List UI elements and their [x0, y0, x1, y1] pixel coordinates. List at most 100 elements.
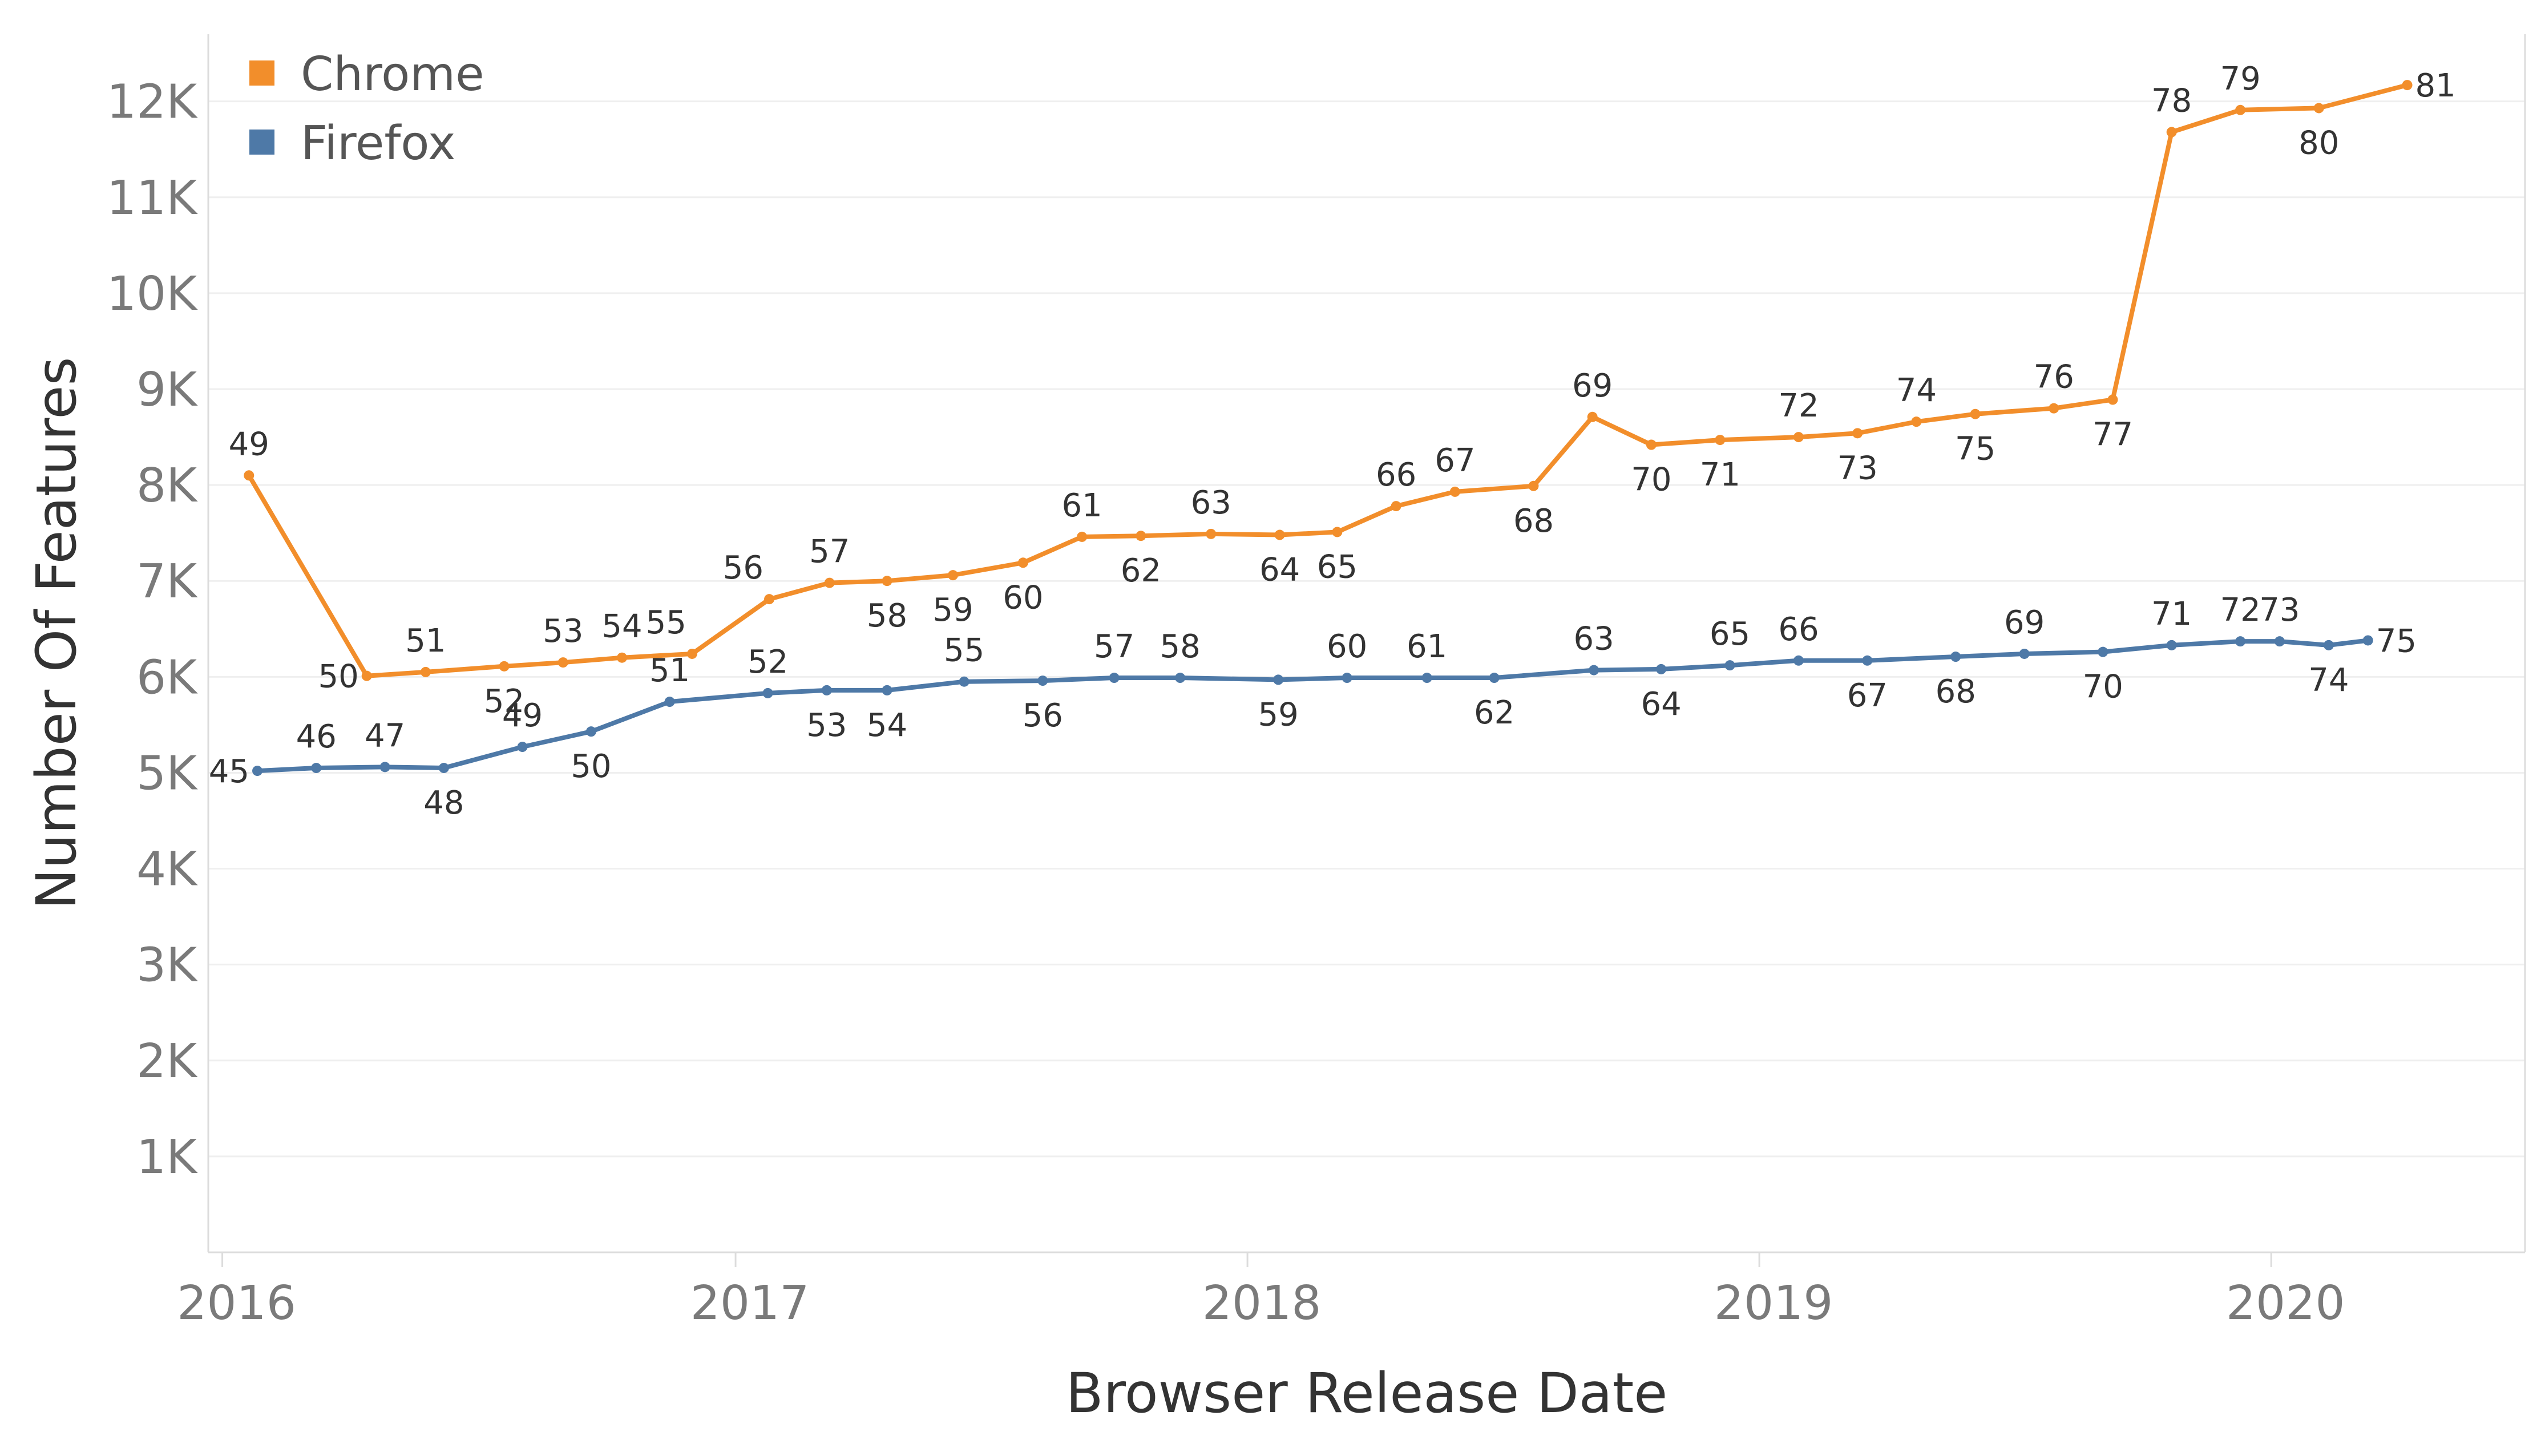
y-tick-label: 9K: [136, 363, 198, 417]
chrome-data-label: 59: [932, 592, 973, 629]
firefox-data-point: [1037, 676, 1048, 686]
firefox-data-point: [2098, 646, 2108, 657]
firefox-data-label: 67: [1847, 677, 1888, 714]
firefox-data-point: [379, 762, 390, 773]
chrome-data-label: 60: [1003, 579, 1043, 616]
firefox-data-label: 75: [2376, 622, 2417, 660]
firefox-data-point: [1109, 673, 1120, 683]
x-axis-title: Browser Release Date: [1066, 1361, 1668, 1425]
chrome-data-label: 80: [2298, 124, 2339, 161]
chrome-data-label: 77: [2092, 416, 2133, 454]
chrome-series-line: [247, 83, 2410, 678]
x-tick-label: 2020: [2226, 1276, 2345, 1330]
firefox-data-label: 71: [2151, 596, 2192, 633]
y-axis-title: Number Of Features: [25, 357, 88, 910]
firefox-data-label: 47: [365, 717, 405, 754]
firefox-data-point: [1589, 665, 1599, 676]
x-tick-label: 2019: [1714, 1276, 1833, 1330]
chrome-data-point: [1970, 409, 1981, 419]
chrome-data-point: [1911, 416, 1922, 427]
firefox-data-point: [1724, 660, 1735, 671]
chrome-data-point: [1274, 529, 1285, 540]
firefox-data-point: [2362, 635, 2373, 646]
firefox-data-label: 69: [2004, 604, 2045, 641]
y-tick-label: 3K: [136, 939, 198, 993]
chrome-data-label: 66: [1376, 456, 1416, 494]
firefox-data-point: [2019, 648, 2030, 659]
chrome-data-label: 81: [2415, 67, 2456, 104]
chrome-data-label: 68: [1513, 503, 1554, 540]
chrome-data-point: [1587, 411, 1598, 422]
chrome-data-point: [1136, 531, 1146, 541]
y-tick-label: 1K: [136, 1130, 198, 1184]
chrome-data-label: 55: [646, 604, 686, 641]
chrome-data-label: 62: [1121, 552, 1161, 589]
firefox-data-label: 66: [1778, 611, 1819, 648]
y-tick-label: 8K: [136, 459, 198, 513]
chrome-data-point: [1528, 480, 1539, 491]
chrome-data-label: 79: [2220, 60, 2260, 98]
chrome-data-label: 51: [405, 622, 446, 660]
firefox-data-label: 50: [571, 748, 611, 785]
y-axis-ticks: 1K 2K 3K 4K 5K 6K 7K 8K 9K 10K 11K 12K: [107, 75, 198, 1184]
firefox-data-point: [1273, 674, 1284, 685]
chrome-data-label: 73: [1837, 450, 1878, 487]
chrome-data-label: 70: [1631, 462, 1671, 499]
firefox-data-point: [1862, 655, 1873, 666]
chrome-data-point: [1017, 557, 1028, 568]
chrome-data-point: [361, 670, 372, 681]
firefox-data-point: [517, 742, 528, 753]
firefox-data-point: [1950, 652, 1961, 662]
firefox-data-label: 63: [1574, 621, 1614, 658]
firefox-data-point: [1342, 673, 1352, 683]
chrome-data-point: [1449, 486, 1460, 497]
chrome-data-point: [2235, 104, 2246, 115]
chrome-data-point: [2107, 394, 2118, 405]
chrome-data-label: 67: [1435, 442, 1475, 479]
chrome-data-point: [764, 594, 775, 605]
firefox-data-point: [1656, 664, 1667, 674]
firefox-data-point: [1421, 673, 1432, 683]
chrome-data-point: [2166, 127, 2177, 137]
firefox-data-label: 59: [1258, 696, 1299, 733]
firefox-data-point: [664, 697, 675, 707]
chrome-data-point: [1077, 531, 1088, 542]
firefox-data-label: 57: [1094, 628, 1134, 665]
firefox-data-label: 45: [209, 753, 249, 790]
chrome-data-point: [824, 577, 835, 588]
chrome-data-point: [1646, 439, 1657, 450]
chrome-data-point: [948, 570, 958, 581]
chrome-data-point: [420, 666, 431, 677]
x-tick-label: 2018: [1202, 1276, 1322, 1330]
firefox-data-label: 65: [1710, 616, 1750, 653]
firefox-data-point: [959, 676, 969, 687]
chrome-data-point: [558, 657, 568, 668]
firefox-data-point: [2166, 640, 2177, 650]
firefox-data-point: [762, 687, 773, 698]
chrome-data-point: [686, 648, 697, 659]
y-tick-label: 11K: [107, 171, 198, 225]
legend: Chrome Firefox: [249, 47, 484, 171]
y-tick-label: 2K: [136, 1034, 198, 1089]
chrome-data-point: [882, 576, 892, 587]
firefox-data-label: 55: [944, 632, 984, 669]
chrome-data-label: 69: [1572, 367, 1613, 405]
x-tick-label: 2017: [690, 1276, 810, 1330]
y-tick-label: 6K: [136, 650, 198, 705]
chrome-data-label: 58: [867, 597, 907, 634]
firefox-data-label: 46: [296, 718, 337, 755]
firefox-data-label: 74: [2308, 662, 2349, 699]
legend-label-firefox: Firefox: [301, 116, 455, 171]
chrome-data-label: 50: [318, 658, 358, 695]
chrome-data-label: 52: [484, 683, 524, 720]
chrome-data-point: [1391, 501, 1401, 512]
chrome-data-point: [499, 661, 510, 672]
firefox-data-point: [2274, 636, 2285, 647]
x-axis-ticks: 2016 2017 2018 2019 2020: [177, 1252, 2345, 1330]
firefox-data-label: 56: [1023, 697, 1063, 734]
firefox-data-point: [2235, 636, 2246, 647]
chrome-data-point: [244, 470, 255, 481]
axes: [207, 34, 2526, 1253]
firefox-data-label: 73: [2259, 592, 2300, 629]
